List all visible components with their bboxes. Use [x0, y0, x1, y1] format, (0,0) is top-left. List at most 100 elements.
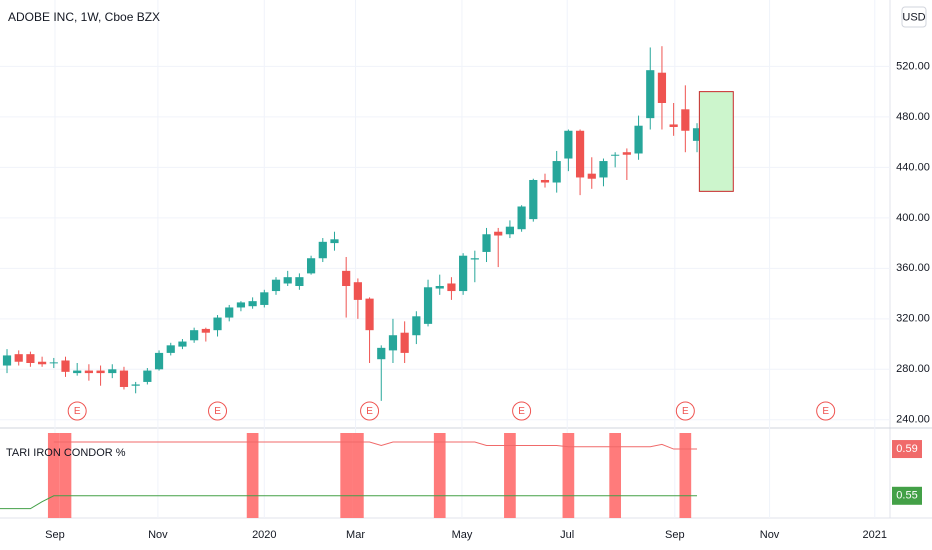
candle-body — [435, 286, 444, 289]
earnings-label: E — [682, 406, 689, 417]
candle-body — [564, 130, 573, 159]
candle-body — [295, 277, 304, 287]
x-tick-label: Sep — [665, 529, 685, 541]
x-tick-label: May — [452, 529, 473, 541]
last-value-badge — [892, 486, 922, 505]
y-tick-label: 480.00 — [896, 111, 930, 123]
candle-body — [494, 231, 503, 236]
earnings-label: E — [214, 406, 221, 417]
candle-body — [622, 152, 631, 155]
candle-body — [96, 370, 105, 374]
candle-body — [49, 362, 58, 364]
candle-body — [400, 332, 409, 353]
candle-body — [201, 328, 210, 333]
candle-body — [190, 330, 199, 341]
earnings-label: E — [518, 406, 525, 417]
candle-body — [225, 307, 234, 318]
candle-body — [692, 128, 702, 141]
x-tick-label: Jul — [560, 529, 574, 541]
currency-label: USD — [902, 11, 925, 23]
candle-body — [73, 370, 82, 374]
candle-body — [119, 370, 129, 387]
y-tick-label: 360.00 — [896, 262, 930, 274]
candle-body — [283, 277, 292, 284]
candle-body — [482, 234, 491, 252]
candle-body — [365, 298, 374, 331]
candle-body — [14, 354, 23, 362]
earnings-label: E — [366, 406, 373, 417]
y-tick-label: 280.00 — [896, 363, 930, 375]
candle-body — [459, 255, 468, 292]
last-value-label: 0.55 — [896, 490, 917, 502]
candle-body — [681, 109, 690, 131]
y-tick-label: 400.00 — [896, 212, 930, 224]
earnings-marker — [360, 401, 380, 421]
candle-body — [236, 302, 246, 308]
candle-body — [447, 283, 456, 292]
candle-body — [61, 360, 70, 372]
candle-body — [143, 370, 152, 382]
earnings-marker — [675, 401, 695, 421]
candle-body — [342, 270, 351, 287]
signal-band — [59, 433, 72, 518]
x-tick-label: Nov — [760, 529, 780, 541]
last-value-label: 0.59 — [896, 443, 917, 455]
candle-body — [388, 335, 398, 351]
indicator-line — [53, 441, 698, 450]
candle-body — [26, 354, 35, 363]
candle-body — [2, 355, 12, 366]
earnings-marker — [512, 401, 532, 421]
candle-body — [166, 345, 175, 353]
candle-body — [318, 241, 327, 259]
candle-body — [634, 125, 643, 154]
forecast-box — [698, 91, 734, 192]
signal-band — [340, 433, 353, 518]
earnings-marker — [816, 401, 836, 421]
signal-band — [562, 433, 575, 518]
candle-body — [260, 292, 269, 305]
candle-body — [154, 352, 164, 370]
chart-title: ADOBE INC, 1W, Cboe BZX — [8, 10, 160, 24]
candle-body — [646, 70, 655, 119]
candle-body — [108, 369, 117, 374]
candle-body — [178, 341, 187, 347]
candle-body — [271, 279, 281, 292]
last-value-badge — [892, 440, 922, 459]
candle-body — [587, 173, 596, 179]
y-tick-label: 520.00 — [896, 60, 930, 72]
candle-body — [540, 179, 550, 183]
candle-body — [330, 239, 339, 244]
candle-body — [353, 282, 362, 300]
earnings-marker — [208, 401, 228, 421]
earnings-label: E — [822, 406, 829, 417]
candle-body — [38, 361, 47, 365]
candle-body — [505, 226, 515, 235]
y-tick-label: 440.00 — [896, 161, 930, 173]
x-tick-label: Nov — [148, 529, 168, 541]
candle-body — [412, 316, 421, 336]
earnings-label: E — [74, 406, 81, 417]
x-tick-label: 2020 — [252, 529, 276, 541]
signal-band — [433, 433, 446, 518]
earnings-marker — [67, 401, 87, 421]
candle-body — [131, 384, 140, 386]
candle-body — [575, 130, 585, 178]
candle-body — [552, 161, 561, 183]
x-tick-label: 2021 — [863, 529, 887, 541]
candle-body — [248, 301, 257, 307]
signal-band — [352, 433, 364, 518]
currency-button[interactable] — [901, 6, 927, 28]
candle-body — [84, 370, 93, 374]
indicator-title: TARI IRON CONDOR % — [6, 447, 126, 459]
candle-body — [213, 317, 222, 331]
candle-body — [423, 287, 433, 324]
candle-body — [657, 72, 667, 103]
candle-body — [611, 154, 620, 156]
signal-band — [609, 433, 622, 518]
x-tick-label: Sep — [45, 529, 65, 541]
candle-body — [529, 179, 538, 220]
candle-body — [517, 206, 526, 230]
signal-band — [47, 433, 60, 518]
